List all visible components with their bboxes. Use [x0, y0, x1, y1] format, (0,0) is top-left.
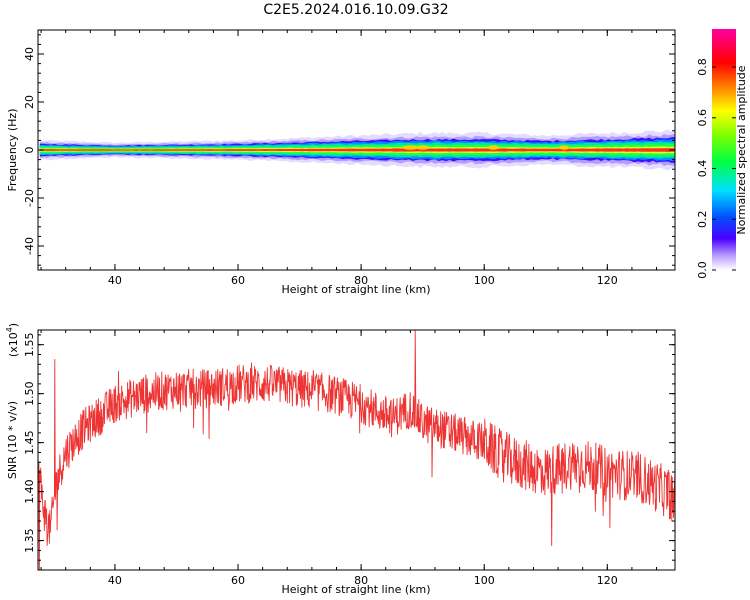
x-tick-label: 80: [354, 274, 368, 287]
x-tick-label: 120: [597, 574, 618, 587]
y-tick-label: 0: [23, 147, 36, 154]
colorbar-tick-label: 0.6: [696, 109, 709, 127]
x-tick-label: 80: [354, 574, 368, 587]
x-tick-label: 60: [231, 574, 245, 587]
y-tick-label: -40: [23, 237, 36, 255]
y-tick-label: 40: [23, 47, 36, 61]
spectrogram-x-ticks: 40 60 80 100 120: [40, 30, 658, 287]
snr-y-multiplier: (x104): [5, 323, 20, 357]
x-tick-label: 100: [474, 274, 495, 287]
x-tick-label: 60: [231, 274, 245, 287]
chart-title: C2E5.2024.016.10.09.G32: [263, 2, 448, 18]
colorbar-tick-label: 0.4: [696, 160, 709, 178]
y-tick-label: 20: [23, 95, 36, 109]
spectrogram-y-axis-label: Frequency (Hz): [6, 109, 19, 192]
colorbar-tick-label: 0.2: [696, 211, 709, 229]
y-tick-label: 1.35: [23, 528, 36, 553]
spectrogram-hotspot: [487, 145, 500, 150]
x-tick-label: 40: [108, 574, 122, 587]
colorbar-tick-label: 0.8: [696, 58, 709, 76]
spectrogram-hotspot: [402, 145, 419, 150]
spectrogram-y-ticks: -40 -20 0 20 40: [23, 34, 675, 266]
spectrogram-hotspot: [416, 145, 429, 150]
colorbar-label: Normalized spectral amplitude: [735, 65, 748, 234]
snr-y-ticks: 1.35 1.40 1.45 1.50 1.55: [23, 332, 675, 571]
snr-x-ticks: 40 60 80 100 120: [40, 330, 658, 587]
snr-plot: 40 60 80 100 120 1.35 1.40 1.45 1.50 1.55 Height…: [5, 323, 676, 596]
x-tick-label: 100: [474, 574, 495, 587]
snr-series-line: [38, 330, 675, 570]
x-tick-label: 40: [108, 274, 122, 287]
snr-y-axis-label: SNR (10 * v/v): [6, 401, 19, 479]
y-tick-label: 1.55: [23, 332, 36, 357]
spectrogram-band: [39, 129, 675, 171]
colorbar-ticks: 0.0 0.2 0.4 0.6 0.8: [696, 58, 736, 279]
spectrogram-plot: 40 60 80 100 120 -40 -20 0 20 40 Height of strai…: [6, 29, 676, 296]
y-tick-label: 1.50: [23, 381, 36, 406]
y-tick-label: 1.45: [23, 430, 36, 455]
spectrogram-x-axis-label: Height of straight line (km): [281, 283, 430, 296]
colorbar-tick-label: 0.0: [696, 261, 709, 279]
snr-frame: [37, 329, 676, 571]
spectrogram-hotspot: [559, 145, 570, 150]
snr-x-axis-label: Height of straight line (km): [281, 583, 430, 596]
snr-plot-area: [38, 330, 675, 570]
colorbar: 0.0 0.2 0.4 0.6 0.8 Normalized spectral ampl…: [696, 29, 748, 279]
spectrogram-amplitude-layer-7: [39, 148, 675, 152]
y-tick-label: 1.40: [23, 479, 36, 504]
colorbar-gradient: [712, 29, 736, 270]
x-tick-label: 120: [597, 274, 618, 287]
y-tick-label: -20: [23, 189, 36, 207]
